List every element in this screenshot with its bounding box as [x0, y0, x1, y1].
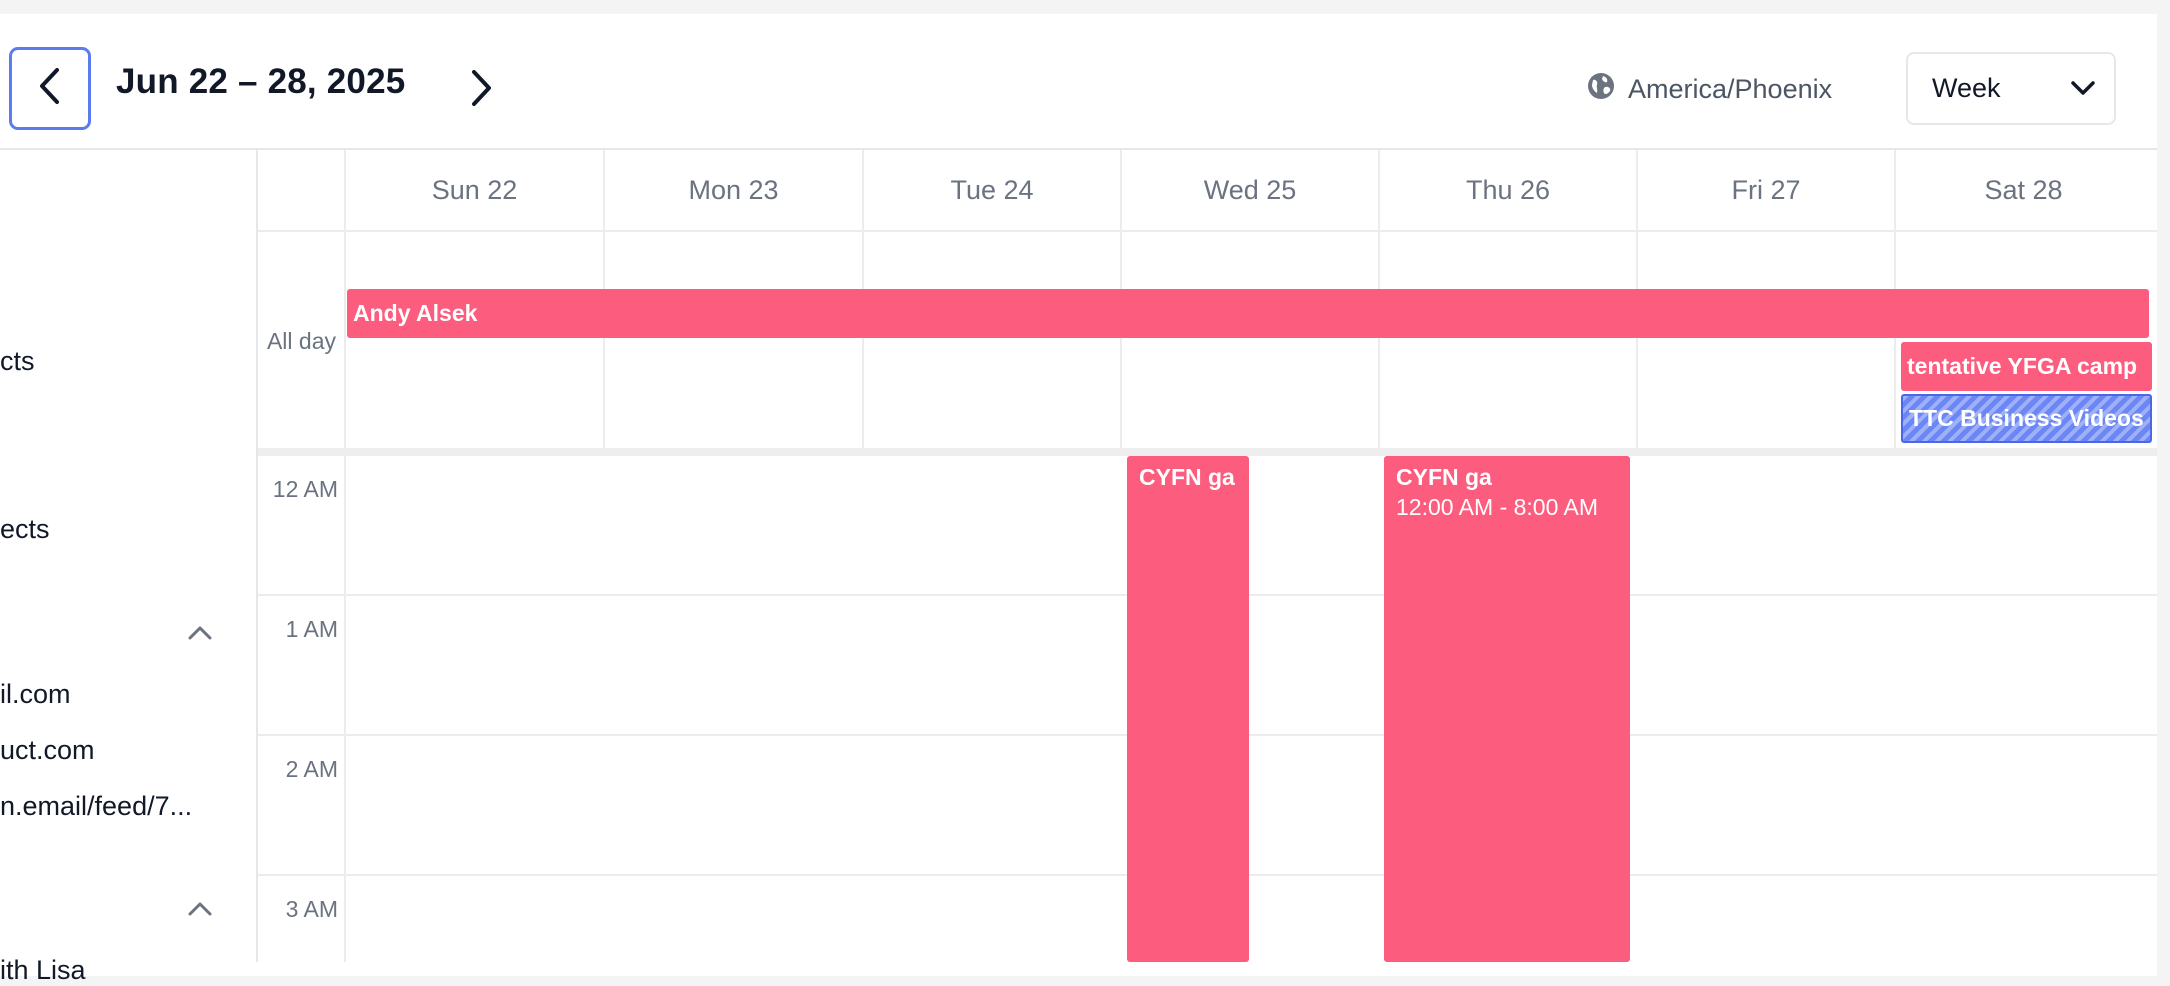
chevron-down-icon [2070, 73, 2096, 104]
timezone-selector[interactable]: America/Phoenix [1586, 67, 1832, 111]
chevron-up-icon[interactable] [180, 889, 220, 929]
sidebar-border [256, 150, 258, 962]
previous-week-button[interactable] [9, 47, 91, 130]
sidebar-item[interactable]: ects [0, 514, 50, 544]
hour-label: 3 AM [285, 896, 338, 922]
timed-event[interactable]: CYFN ga [1127, 456, 1249, 962]
globe-icon [1586, 71, 1616, 108]
hour-label: 1 AM [285, 616, 338, 642]
hour-label: 12 AM [272, 476, 338, 502]
view-select[interactable]: Week [1906, 52, 2116, 125]
event-title: CYFN ga [1139, 464, 1235, 490]
day-header-wed[interactable]: Wed 25 [1203, 174, 1297, 205]
header-divider [0, 148, 2157, 150]
view-select-value: Week [1932, 73, 2001, 103]
day-header-tue[interactable]: Tue 24 [950, 174, 1034, 205]
all-day-event-tentative[interactable]: TTC Business Videos [1901, 394, 2152, 443]
chevron-right-icon [469, 68, 493, 113]
sidebar-calendar-item[interactable]: uct.com [0, 735, 95, 765]
event-title: CYFN ga [1396, 464, 1492, 490]
window-gutter [2157, 0, 2170, 976]
next-week-button[interactable] [454, 66, 508, 114]
top-strip [0, 0, 2157, 14]
all-day-event[interactable]: tentative YFGA camp [1901, 342, 2152, 391]
day-header-sat[interactable]: Sat 28 [1984, 174, 2063, 205]
week-grid: Sun 22 Mon 23 Tue 24 Wed 25 Thu 26 Fri 2… [258, 150, 2157, 962]
sidebar: cts ects il.com uct.com n.email/feed/7..… [0, 150, 256, 985]
day-header-thu[interactable]: Thu 26 [1465, 174, 1551, 205]
sidebar-calendar-item[interactable]: il.com [0, 679, 71, 709]
all-day-separator [258, 448, 2157, 456]
calendar-panel: Jun 22 – 28, 2025 America/Phoenix Week [0, 14, 2157, 976]
timezone-label: America/Phoenix [1628, 73, 1833, 104]
date-range-title: Jun 22 – 28, 2025 [116, 62, 406, 101]
hour-label: 2 AM [285, 756, 338, 782]
chevron-up-icon[interactable] [180, 613, 220, 653]
all-day-event[interactable]: Andy Alsek [347, 289, 2149, 338]
day-header-fri[interactable]: Fri 27 [1731, 174, 1801, 205]
event-time: 12:00 AM - 8:00 AM [1396, 494, 1599, 520]
grid-line [258, 230, 2157, 232]
timed-event[interactable]: CYFN ga 12:00 AM - 8:00 AM [1384, 456, 1630, 962]
sidebar-calendar-item[interactable]: ith Lisa [0, 955, 86, 985]
chevron-left-icon [38, 66, 62, 111]
sidebar-calendar-item[interactable]: n.email/feed/7... [0, 791, 193, 821]
all-day-label: All day [266, 328, 336, 354]
day-header-mon[interactable]: Mon 23 [688, 174, 779, 205]
sidebar-item[interactable]: cts [0, 346, 35, 376]
grid-line [344, 150, 346, 962]
day-header-sun[interactable]: Sun 22 [431, 174, 518, 205]
